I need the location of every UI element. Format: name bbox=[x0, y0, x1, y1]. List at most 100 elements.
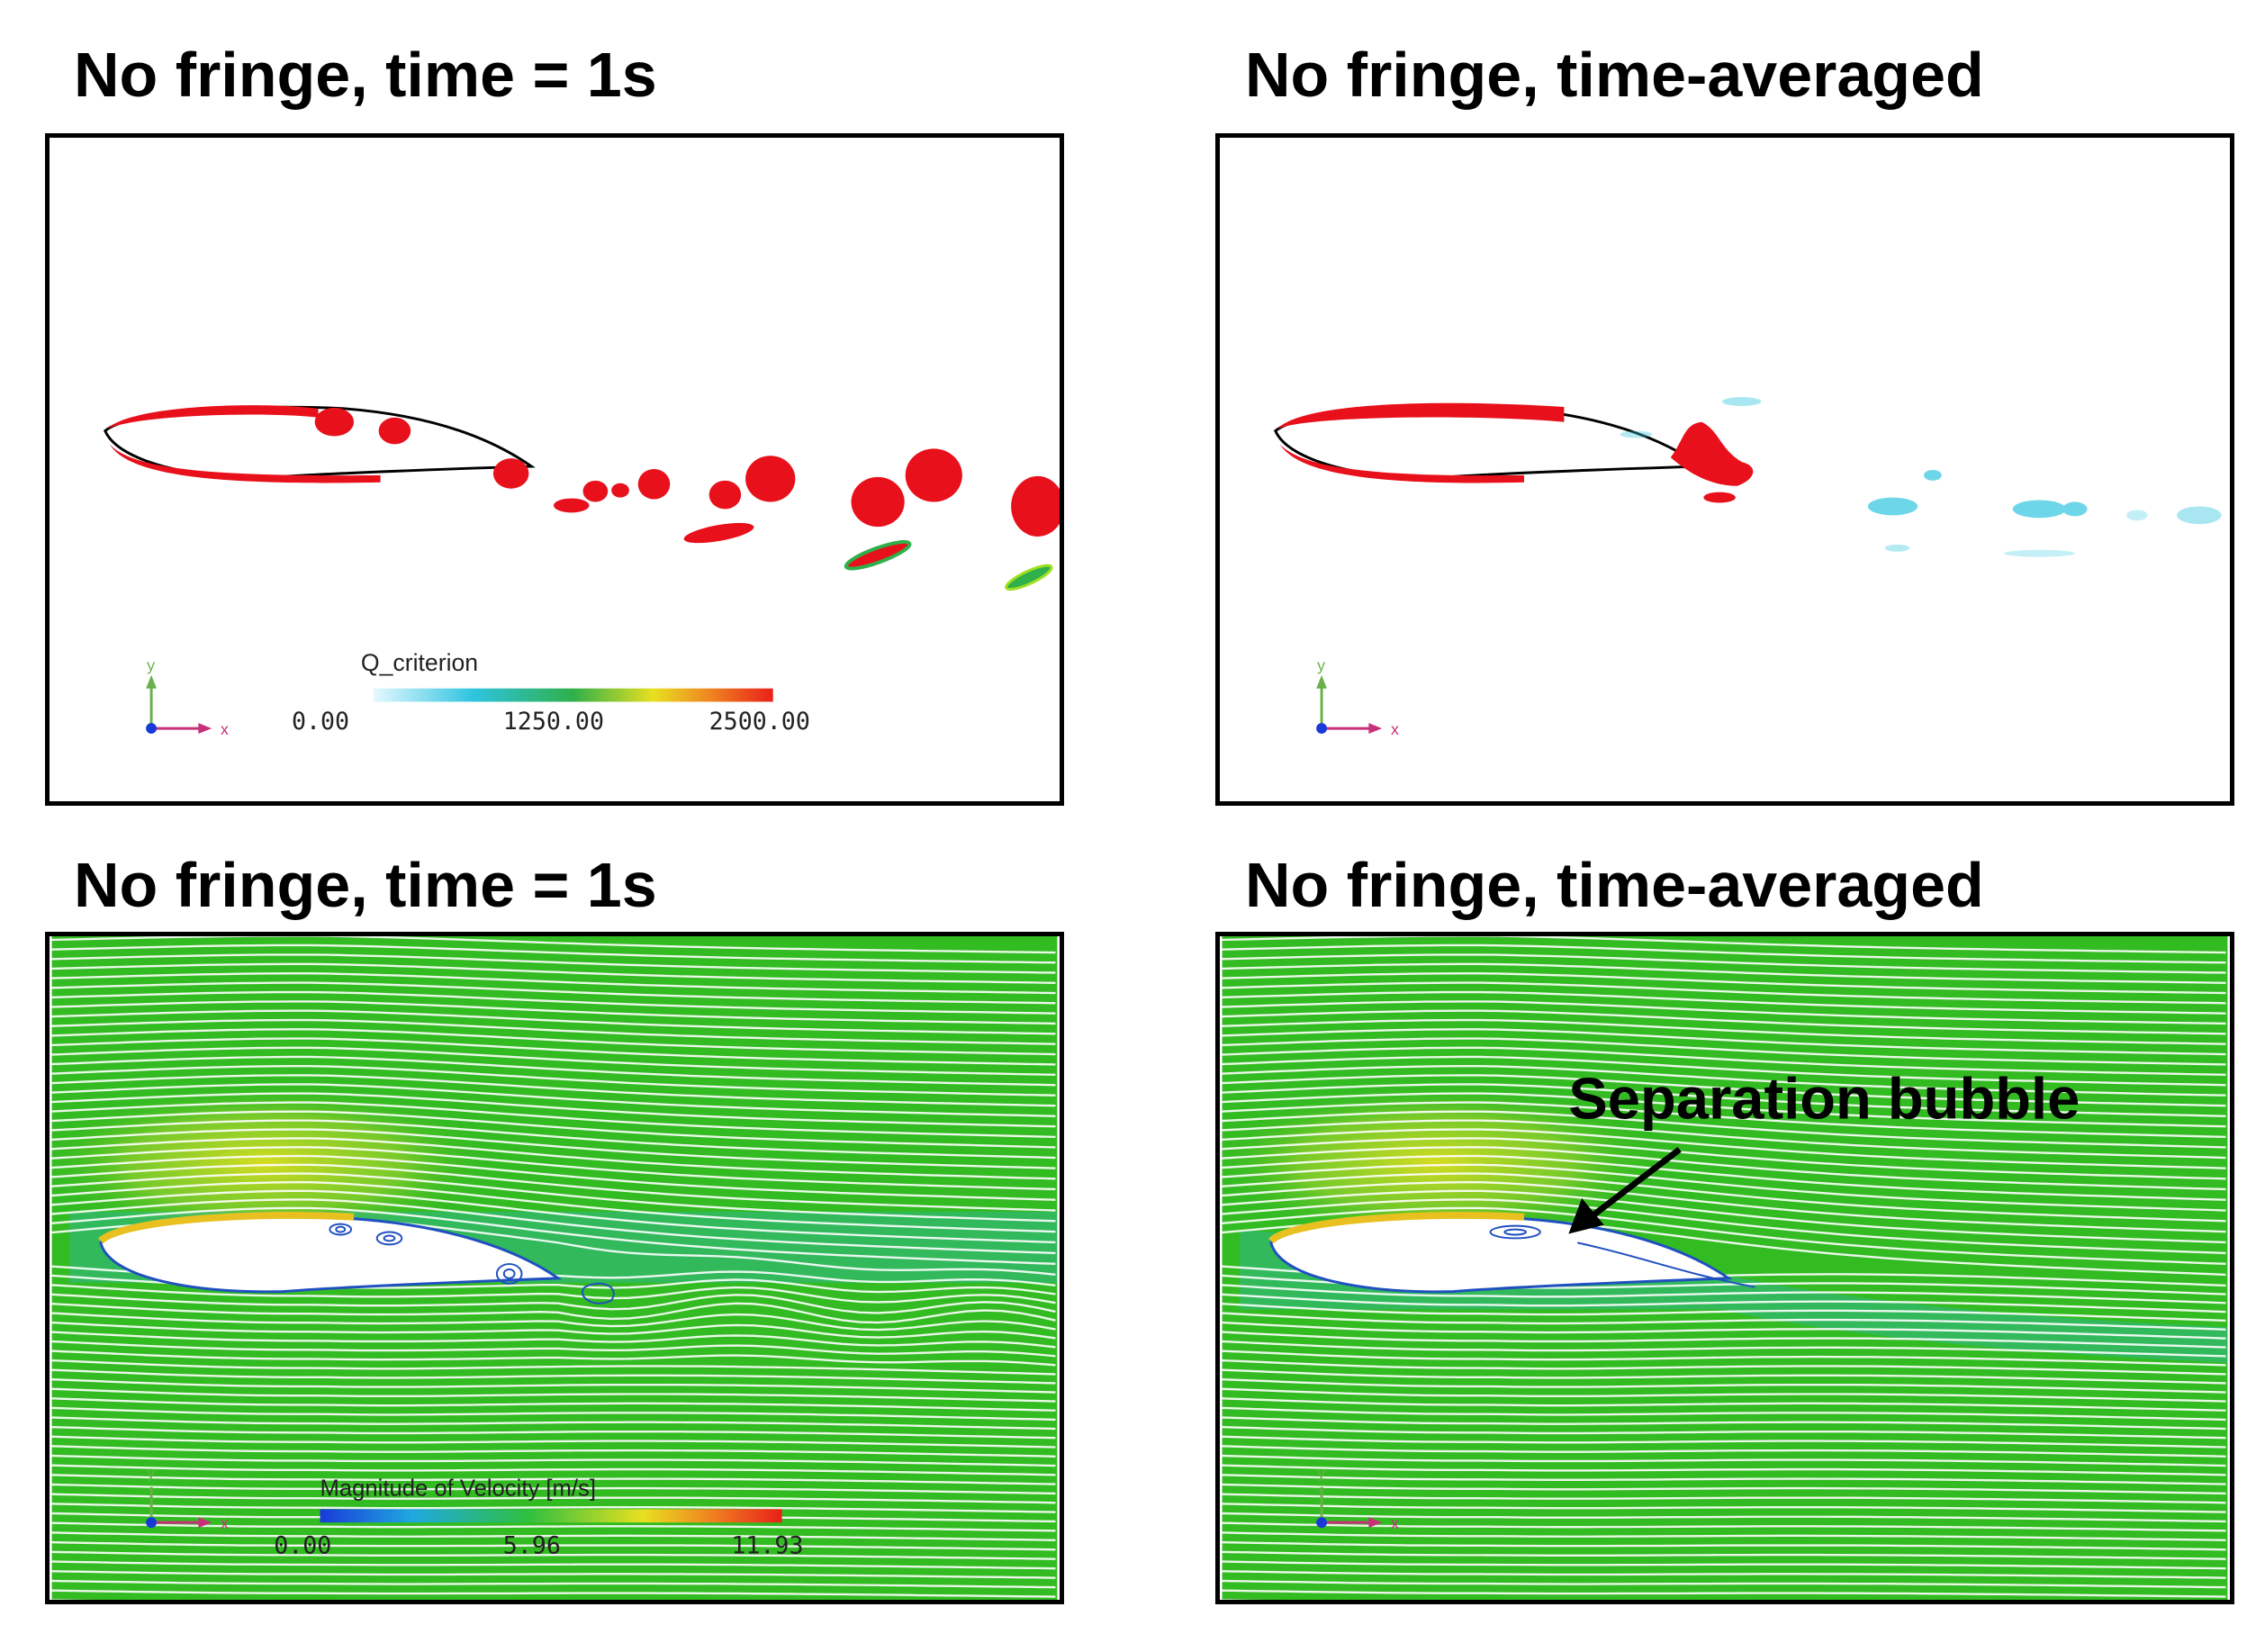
v-legend-colorbar bbox=[320, 1509, 782, 1523]
separation-bubble bbox=[1489, 1224, 1755, 1288]
streamline bbox=[50, 1579, 1056, 1589]
v-legend-tick-mid: 5.96 bbox=[503, 1532, 561, 1560]
streamlines bbox=[50, 936, 1056, 1600]
streamline bbox=[1220, 1172, 2226, 1223]
streamline bbox=[50, 962, 1056, 984]
streamline bbox=[50, 1540, 1056, 1551]
q-legend-tick-mid: 1250.00 bbox=[503, 708, 604, 736]
velocity-averaged-plot: Separation bubble y x bbox=[1220, 936, 2228, 1600]
streamline bbox=[50, 1198, 1056, 1255]
axis-label-x: x bbox=[1391, 720, 1399, 738]
streamline bbox=[50, 1009, 1056, 1035]
streamline bbox=[50, 1000, 1056, 1025]
axis-label-x: x bbox=[221, 1514, 229, 1532]
streamline bbox=[50, 1387, 1056, 1403]
streamline bbox=[50, 1425, 1056, 1440]
streamline bbox=[50, 1416, 1056, 1431]
vortex-boundary-layer-upper bbox=[1277, 402, 1565, 429]
averaged-wake-vortex bbox=[1670, 421, 1754, 486]
axis-label-y: y bbox=[1317, 1464, 1325, 1482]
streamline bbox=[50, 1092, 1056, 1128]
q-legend-tick-max: 2500.00 bbox=[709, 708, 810, 736]
streamline bbox=[1220, 1377, 2226, 1394]
streamline bbox=[1220, 1128, 2226, 1169]
streamline bbox=[1220, 1350, 2226, 1367]
panel-velocity-averaged: Separation bubble y x bbox=[1215, 932, 2234, 1604]
streamline bbox=[50, 990, 1056, 1015]
streamline bbox=[50, 1321, 1056, 1340]
streamline bbox=[1220, 1055, 2226, 1087]
streamline bbox=[1220, 1065, 2226, 1097]
streamline bbox=[1220, 1284, 2226, 1304]
axis-triad: y x bbox=[146, 656, 229, 738]
streamline bbox=[50, 1172, 1056, 1223]
leading-edge-high-velocity bbox=[1268, 1211, 1525, 1244]
streamline bbox=[1220, 1521, 2226, 1532]
streamline bbox=[1220, 1579, 2226, 1589]
streamline bbox=[1220, 1198, 2226, 1255]
velocity-legend: Magnitude of Velocity [m/s] 0.00 5.96 11… bbox=[274, 1476, 803, 1560]
streamline bbox=[1220, 1092, 2226, 1128]
streamline bbox=[1220, 1387, 2226, 1403]
streamline bbox=[50, 1137, 1056, 1180]
streamline bbox=[1220, 1321, 2226, 1340]
streamline bbox=[50, 1119, 1056, 1160]
streamline bbox=[50, 936, 1056, 954]
streamline bbox=[1220, 1302, 2226, 1323]
streamline bbox=[1220, 1435, 2226, 1449]
streamline bbox=[1220, 1312, 2226, 1331]
streamline bbox=[1220, 943, 2226, 964]
streamline bbox=[50, 1340, 1056, 1358]
streamline bbox=[1220, 1046, 2226, 1076]
streamline bbox=[50, 1181, 1056, 1233]
streamline bbox=[1220, 1101, 2226, 1139]
streamline bbox=[1220, 1493, 2226, 1504]
streamline bbox=[50, 1189, 1056, 1244]
streamline bbox=[50, 1397, 1056, 1412]
surface-vortices bbox=[329, 1223, 615, 1304]
streamline bbox=[50, 1464, 1056, 1476]
q-criterion-averaged-plot: y x bbox=[1273, 397, 2222, 738]
q-legend-title: Q_criterion bbox=[361, 649, 478, 676]
streamline bbox=[50, 1454, 1056, 1467]
streamline bbox=[1220, 1570, 2226, 1579]
streamline bbox=[1220, 1425, 2226, 1440]
streamline bbox=[1220, 1331, 2226, 1349]
streamline bbox=[1220, 1293, 2226, 1313]
panel-q-criterion-averaged: y x bbox=[1215, 133, 2234, 806]
streamline bbox=[50, 1521, 1056, 1532]
streamline bbox=[1220, 1474, 2226, 1485]
axis-label-y: y bbox=[147, 1464, 155, 1482]
streamline bbox=[50, 943, 1056, 964]
streamline bbox=[1220, 1189, 2226, 1244]
streamline bbox=[1220, 936, 2226, 954]
streamline bbox=[50, 1154, 1056, 1201]
separation-bubble-label: Separation bubble bbox=[1568, 1065, 2080, 1131]
axis-label-y: y bbox=[1317, 656, 1325, 674]
axis-label-x: x bbox=[1391, 1514, 1399, 1532]
streamline bbox=[50, 1055, 1056, 1087]
q-legend-colorbar bbox=[373, 688, 773, 702]
streamline bbox=[50, 1531, 1056, 1541]
q-legend-tick-min: 0.00 bbox=[292, 708, 349, 736]
streamline bbox=[50, 1493, 1056, 1504]
streamline bbox=[1220, 1037, 2226, 1066]
streamline bbox=[1220, 1163, 2226, 1212]
streamline bbox=[50, 1560, 1056, 1570]
streamline bbox=[1220, 1503, 2226, 1513]
streamline bbox=[1220, 1137, 2226, 1180]
streamline bbox=[1220, 953, 2226, 974]
streamline bbox=[1220, 1000, 2226, 1025]
streamline bbox=[1220, 981, 2226, 1005]
axis-label-y: y bbox=[147, 656, 155, 674]
shed-vortices bbox=[314, 407, 1060, 544]
axis-triad: y x bbox=[1316, 1464, 1399, 1532]
streamline bbox=[50, 1550, 1056, 1560]
panel-q-criterion-instant: y x Q_criterion 0.00 1250.00 2500.00 bbox=[45, 133, 1064, 806]
streamline bbox=[50, 1435, 1056, 1449]
weak-wake-structures bbox=[1620, 397, 2222, 557]
streamline bbox=[50, 981, 1056, 1005]
streamline bbox=[50, 1406, 1056, 1422]
axis-triad: y x bbox=[1316, 656, 1399, 738]
velocity-instant-plot: y x Magnitude of Velocity [m/s] 0.00 5.9… bbox=[50, 936, 1058, 1600]
